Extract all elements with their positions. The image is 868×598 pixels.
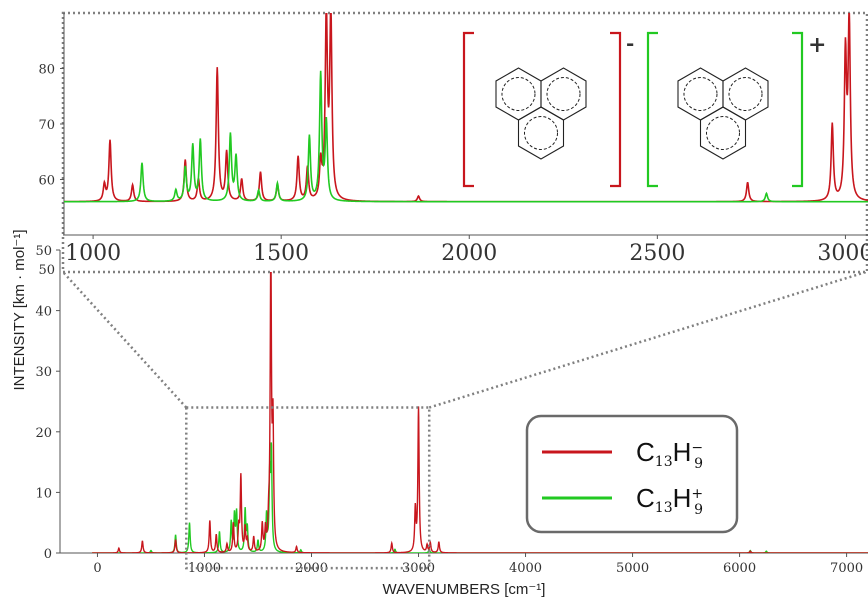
phenalenyl-anion-structure	[495, 67, 587, 160]
y-tick-label: 0	[44, 547, 52, 562]
phenalenyl-cation-structure	[677, 67, 769, 160]
charge-minus: -	[626, 31, 634, 55]
x-tick-label: 3000	[402, 561, 435, 576]
molecule-structures: - +	[462, 31, 826, 188]
bracket-right-cation	[792, 31, 804, 188]
x-tick-label: 1000	[188, 561, 221, 576]
inset-background	[63, 13, 868, 272]
x-tick-label: 5000	[616, 561, 649, 576]
bracket-right-anion	[610, 31, 622, 188]
inset-zoom-plot: 1000 1500 2000 2500 3000 50 60 70 80	[38, 11, 868, 278]
inset-x-tick-label: 2000	[441, 241, 497, 266]
bracket-left-cation	[646, 31, 658, 188]
bracket-left-anion	[462, 31, 474, 188]
axis-labels: WAVENUMBERS [cm⁻¹] INTENSITY [km · mol⁻¹]	[11, 230, 545, 598]
aromatic-circle	[728, 77, 763, 111]
y-tick-label: 30	[35, 365, 52, 380]
legend-label: C13H− 9	[636, 437, 703, 472]
aromatic-circle	[501, 77, 536, 111]
inset-x-tick-label: 1500	[253, 241, 309, 266]
x-tick-label: 4000	[509, 561, 542, 576]
aromatic-circle	[524, 116, 558, 150]
zoom-connectors	[62, 270, 867, 409]
inset-series-line-cation	[64, 70, 868, 203]
y-tick-label: 50	[35, 244, 52, 259]
legend-label: C13H+ 9	[636, 483, 703, 518]
inset-y-tick-label: 80	[38, 63, 55, 78]
main-plot: 0 1000 2000 3000 4000 5000 6000 7000 0 10 20 30 40 50	[35, 244, 868, 576]
inset-x-tick-label: 2500	[629, 241, 685, 266]
y-tick-label: 10	[35, 486, 52, 501]
y-axis-title: INTENSITY [km · mol⁻¹]	[11, 230, 28, 391]
x-tick-label: 6000	[723, 561, 756, 576]
x-tick-label: 7000	[830, 561, 863, 576]
zoom-connector-right	[428, 270, 867, 409]
benzene-ring	[517, 106, 565, 160]
inset-x-tick-label: 1000	[65, 241, 121, 266]
inset-y-tick-label: 60	[38, 174, 55, 189]
y-tick-label: 20	[35, 426, 52, 441]
zoom-connector-left	[62, 271, 188, 409]
aromatic-circle	[683, 77, 718, 111]
y-tick-label: 40	[35, 305, 52, 320]
x-tick-label: 0	[93, 561, 101, 576]
x-axis-title: WAVENUMBERS [cm⁻¹]	[383, 581, 546, 598]
zoom-region-box	[185, 406, 431, 570]
inset-frame	[61, 11, 868, 274]
charge-plus: +	[808, 32, 826, 58]
series-line-anion	[92, 250, 868, 553]
inset-y-tick-label: 50	[38, 263, 55, 278]
inset-y-tick-label: 70	[38, 118, 55, 133]
legend-box	[525, 414, 739, 534]
aromatic-circle	[546, 77, 581, 111]
inset-x-tick-label: 3000	[817, 241, 868, 266]
legend: C13H− 9 C13H+ 9	[525, 414, 739, 534]
benzene-ring	[699, 106, 747, 160]
aromatic-circle	[706, 116, 740, 150]
